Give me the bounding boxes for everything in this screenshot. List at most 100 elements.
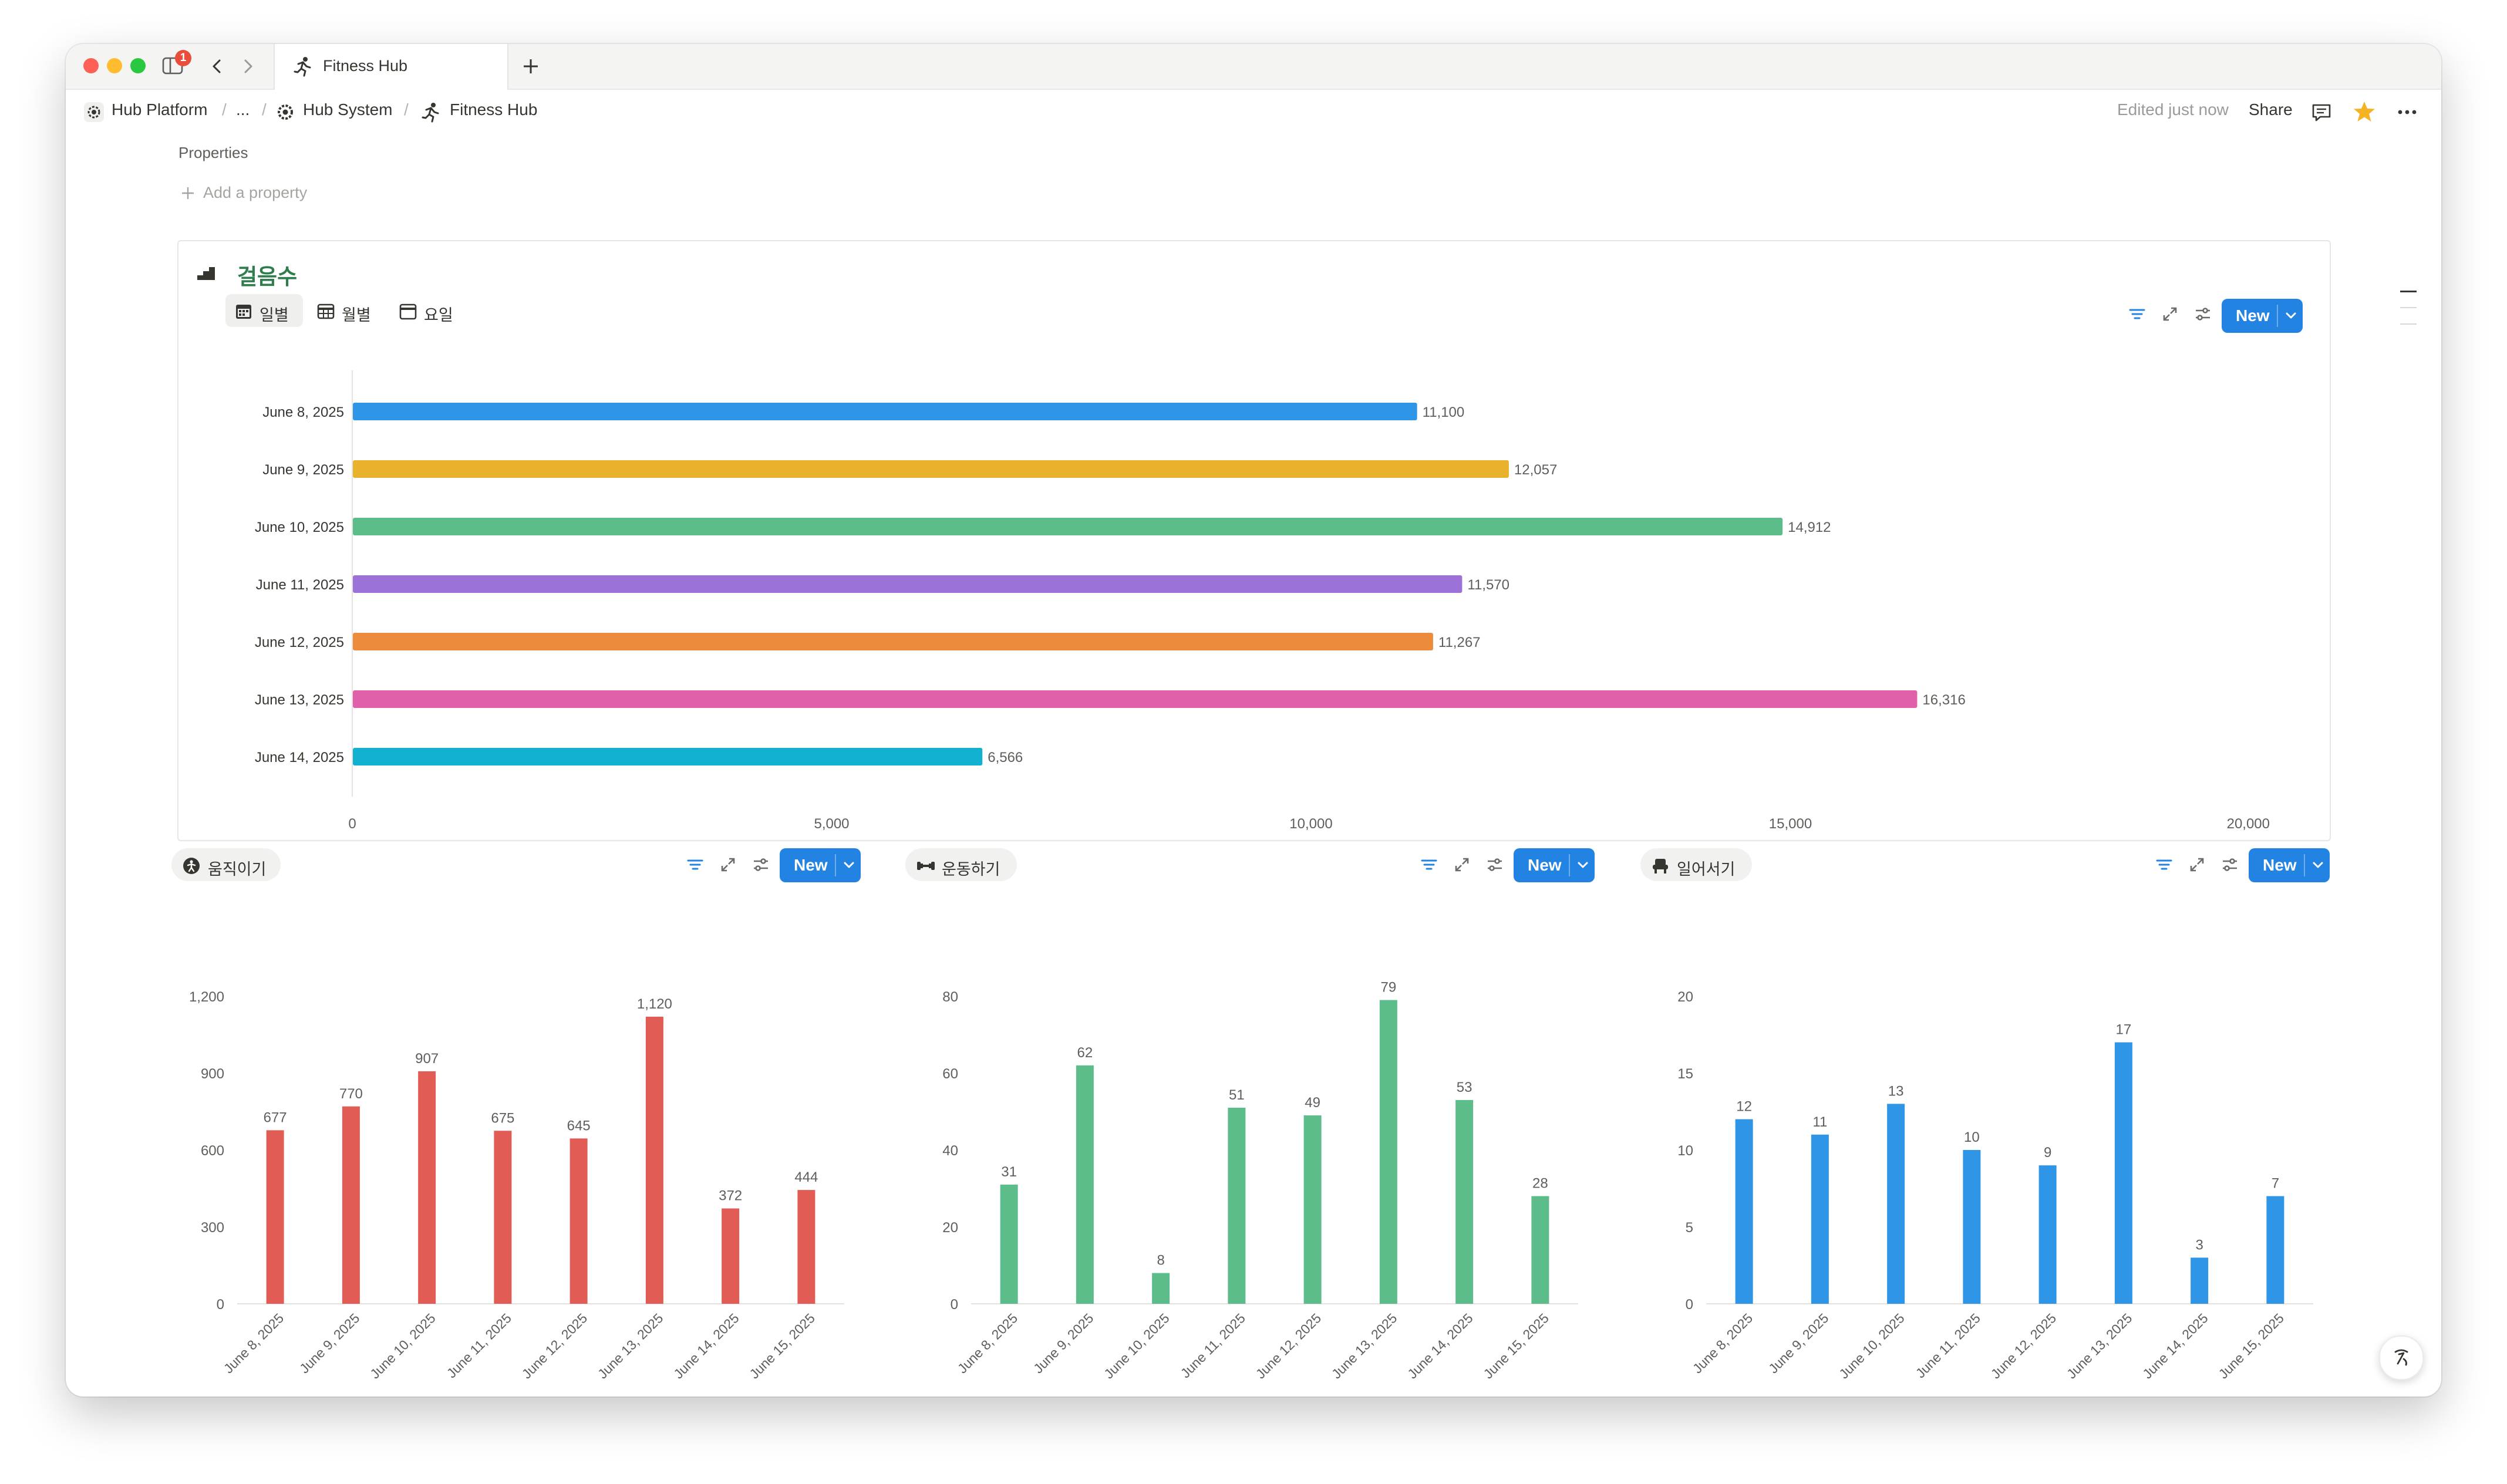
ai-assistant-button[interactable] xyxy=(2379,1335,2424,1380)
move-chart-title-chip[interactable]: 움직이기 xyxy=(171,848,281,881)
ai-face-icon xyxy=(2394,1349,2408,1366)
breadcrumb-item-ellipsis[interactable]: ... xyxy=(236,100,250,119)
new-button-label: New xyxy=(2263,856,2297,874)
new-tab-button[interactable] xyxy=(518,53,544,79)
running-icon xyxy=(294,57,311,77)
star-icon xyxy=(2354,102,2375,122)
stand-chart-panel: 일어서기 New 0 5 10 15 20 12 June 8, 2025 11 June 9,… xyxy=(1640,848,2339,1388)
data-label: 675 xyxy=(491,1110,514,1126)
minimize-window-button[interactable] xyxy=(107,58,122,73)
new-button[interactable]: New xyxy=(2222,299,2303,333)
exercise-chart-title-chip[interactable]: 운동하기 xyxy=(905,848,1017,881)
filter-button[interactable] xyxy=(1418,854,1440,875)
breadcrumb-item-hub-platform[interactable]: Hub Platform xyxy=(112,100,208,119)
new-button-divider xyxy=(1569,854,1570,876)
forward-button[interactable] xyxy=(236,55,260,78)
add-property-label: Add a property xyxy=(203,184,308,201)
x-tick-label: June 9, 2025 xyxy=(296,1310,362,1376)
data-label: 53 xyxy=(1457,1080,1472,1095)
title-bar: 1 Fitness Hub xyxy=(66,44,2441,90)
new-button[interactable]: New xyxy=(1514,848,1595,882)
bar xyxy=(2266,1196,2284,1304)
chair-icon xyxy=(1653,859,1668,873)
bar xyxy=(1887,1104,1905,1304)
bar xyxy=(1228,1107,1246,1304)
tab-weekday[interactable]: 요일 xyxy=(390,294,467,327)
x-tick-label: June 14, 2025 xyxy=(1404,1310,1475,1381)
data-label: 11 xyxy=(1812,1114,1827,1130)
data-label: 677 xyxy=(264,1109,287,1125)
x-tick-label: June 11, 2025 xyxy=(1913,1310,1983,1381)
data-label: 31 xyxy=(1001,1164,1017,1180)
comments-button[interactable] xyxy=(2310,100,2333,124)
bar xyxy=(2191,1257,2209,1304)
exercise-chart-title: 운동하기 xyxy=(942,861,1000,878)
data-label: 79 xyxy=(1381,980,1397,996)
expand-button[interactable] xyxy=(1451,854,1472,875)
bar xyxy=(418,1071,436,1304)
tab-monthly[interactable]: 월별 xyxy=(308,294,385,327)
expand-icon xyxy=(2163,307,2177,321)
filter-button[interactable] xyxy=(2154,854,2175,875)
share-button[interactable]: Share xyxy=(2249,100,2293,119)
back-button[interactable] xyxy=(205,55,229,78)
favorite-button[interactable] xyxy=(2352,99,2377,124)
sidebar-toggle-button[interactable]: 1 xyxy=(162,50,197,79)
settings-button[interactable] xyxy=(2219,854,2240,875)
x-tick-label: June 15, 2025 xyxy=(2215,1310,2286,1381)
chevron-left-icon xyxy=(213,59,221,73)
sliders-icon xyxy=(754,858,768,871)
y-tick-label: June 12, 2025 xyxy=(255,635,344,650)
x-tick-label: June 11, 2025 xyxy=(444,1310,514,1381)
data-label: 11,570 xyxy=(1467,577,1509,593)
exercise-bar-chart: 0 20 40 60 80 31 June 8, 2025 62 June 9, 2025 8 Ju… xyxy=(942,980,1578,1382)
y-tick-label: 300 xyxy=(201,1220,224,1236)
y-tick-label: 10 xyxy=(1677,1143,1693,1159)
bar xyxy=(353,633,1433,650)
browser-tab-fitness-hub[interactable]: Fitness Hub xyxy=(274,44,508,90)
outline-marker[interactable] xyxy=(2400,323,2417,325)
tab-daily[interactable]: 일별 xyxy=(225,294,303,327)
breadcrumb-item-fitness-hub[interactable]: Fitness Hub xyxy=(450,100,538,119)
x-tick-label: June 13, 2025 xyxy=(2064,1310,2135,1381)
chevron-right-icon xyxy=(244,59,252,73)
breadcrumb-item-hub-system[interactable]: Hub System xyxy=(303,100,393,119)
data-label: 3 xyxy=(2195,1237,2203,1253)
settings-button[interactable] xyxy=(2192,303,2213,325)
bar xyxy=(797,1190,816,1304)
close-window-button[interactable] xyxy=(83,58,99,73)
settings-button[interactable] xyxy=(750,854,771,875)
steps-bar-chart: June 8, 2025 11,100 June 9, 2025 12,057 June… xyxy=(255,370,2270,832)
filter-button[interactable] xyxy=(685,854,706,875)
stand-chart-title-chip[interactable]: 일어서기 xyxy=(1640,848,1752,881)
y-tick-label: June 10, 2025 xyxy=(255,520,344,535)
x-tick-label: 5,000 xyxy=(814,816,849,832)
more-options-button[interactable] xyxy=(2394,100,2420,124)
stand-chart-title: 일어서기 xyxy=(1677,861,1736,878)
data-label: 16,316 xyxy=(1922,692,1965,708)
x-tick-label: June 8, 2025 xyxy=(955,1310,1020,1376)
filter-button[interactable] xyxy=(2127,303,2148,325)
steps-chart-title: 걸음수 xyxy=(237,265,298,289)
data-label: 14,912 xyxy=(1788,520,1831,535)
breadcrumb-separator: / xyxy=(404,100,409,119)
new-button[interactable]: New xyxy=(2249,848,2330,882)
expand-button[interactable] xyxy=(2186,854,2208,875)
new-button-divider xyxy=(2277,305,2278,327)
bar xyxy=(494,1131,512,1304)
exercise-chart-panel: 운동하기 New 0 20 40 60 80 31 June 8, 2025 62 June 9… xyxy=(905,848,1604,1388)
settings-button[interactable] xyxy=(1484,854,1505,875)
gear-icon xyxy=(278,104,293,120)
expand-icon xyxy=(2190,858,2204,872)
zoom-window-button[interactable] xyxy=(130,58,146,73)
expand-button[interactable] xyxy=(2159,303,2181,325)
outline-marker[interactable] xyxy=(2400,291,2417,292)
bar xyxy=(2038,1165,2057,1304)
outline-marker[interactable] xyxy=(2400,307,2417,308)
tab-weekday-label: 요일 xyxy=(424,306,453,324)
x-tick-label: June 9, 2025 xyxy=(1030,1310,1096,1376)
new-button[interactable]: New xyxy=(780,848,861,882)
data-label: 770 xyxy=(339,1086,363,1102)
expand-button[interactable] xyxy=(717,854,739,875)
filter-icon xyxy=(2156,859,2172,870)
